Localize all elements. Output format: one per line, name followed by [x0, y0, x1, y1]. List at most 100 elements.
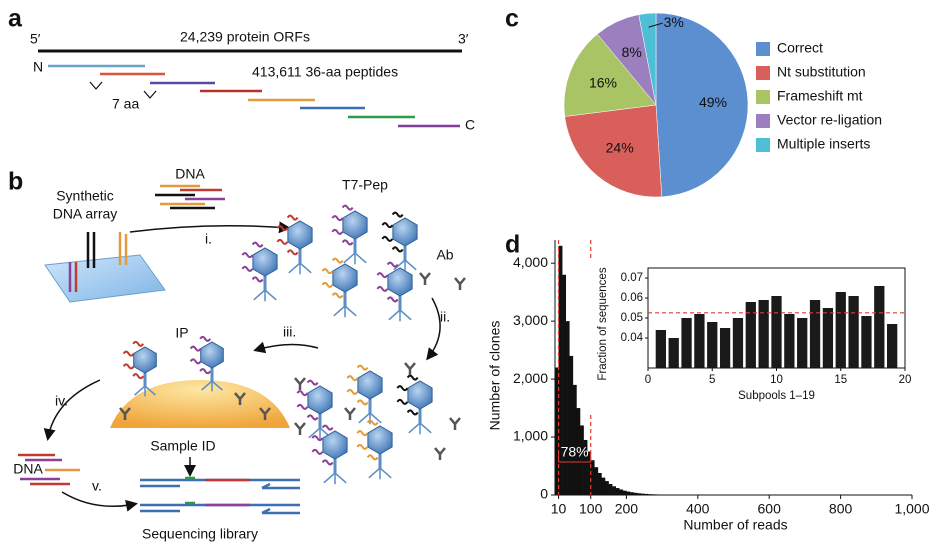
antibody: [119, 407, 131, 420]
phage: [276, 214, 313, 275]
peptide: [331, 215, 344, 222]
hist-bar: [597, 472, 602, 495]
peptide: [199, 335, 212, 342]
antibody: [449, 417, 461, 430]
peptide: [376, 272, 389, 279]
peptide: [189, 358, 202, 365]
hist-bar: [590, 460, 595, 495]
x-axis-title: Number of reads: [683, 517, 787, 533]
bar: [861, 316, 872, 368]
phage: [331, 204, 368, 265]
leader-line: [648, 22, 663, 28]
y-tick-label: 0.05: [621, 312, 643, 324]
label: i.: [205, 231, 212, 247]
legend-swatch: [756, 66, 770, 80]
peptide: [391, 211, 404, 218]
label: DNA: [13, 461, 43, 477]
hist-bar: [555, 367, 559, 495]
hist-bar: [565, 321, 570, 495]
peptide: [346, 375, 359, 382]
phage: [396, 374, 433, 435]
label: Synthetic: [56, 188, 114, 204]
peptide: [366, 419, 379, 426]
peptide: [356, 443, 369, 450]
y-tick-label: 0.06: [621, 292, 643, 304]
label: iv.: [55, 393, 68, 409]
label: 3′: [458, 31, 469, 47]
x-tick-label: 200: [615, 501, 639, 517]
peptide: [241, 265, 254, 272]
phage-legs: [333, 305, 357, 318]
peptide: [286, 249, 299, 256]
label: IP: [175, 325, 188, 341]
hist-bar: [637, 493, 641, 495]
peptide: [132, 340, 145, 347]
arrow: [129, 221, 291, 234]
phage-legs: [343, 252, 367, 265]
phage-legs: [358, 412, 382, 425]
peptide: [396, 385, 409, 392]
phage-legs: [393, 259, 417, 272]
hist-bar: [640, 493, 645, 495]
phage-legs: [288, 262, 312, 275]
peptide: [199, 368, 212, 375]
bar: [848, 296, 859, 368]
antibody: [434, 447, 446, 460]
phage-capsid: [322, 430, 348, 460]
antibody: [234, 392, 246, 405]
x-tick-label: 800: [829, 501, 853, 517]
peptide: [406, 374, 419, 381]
peptide: [386, 296, 399, 303]
annotation: 78%: [561, 444, 589, 460]
hist-bar: [558, 245, 563, 495]
peptide: [366, 454, 379, 461]
peptide: [251, 241, 264, 248]
hist-bar: [612, 486, 616, 495]
hist-bar: [601, 477, 606, 495]
pie-slice: [563, 33, 657, 117]
peptide: [306, 379, 319, 386]
peptide: [321, 459, 334, 466]
hist-bar: [604, 481, 609, 495]
legend-swatch: [756, 42, 770, 56]
label: Sample ID: [150, 438, 215, 454]
hist-bar: [622, 490, 627, 495]
x-tick-label: 20: [899, 374, 912, 386]
y-axis-title: Number of clones: [487, 321, 503, 431]
phage-legs: [368, 467, 392, 480]
bar: [822, 308, 834, 368]
x-tick-label: 1,000: [894, 501, 929, 517]
peptide: [381, 222, 394, 229]
panel-a: 5′ 3′ 24,239 protein ORFs N 413,611 36-a…: [30, 29, 475, 133]
library: [140, 476, 300, 515]
x-tick-label: 400: [686, 501, 710, 517]
legend-label: Vector re-ligation: [777, 112, 882, 128]
pie-slice: [564, 104, 663, 198]
phage-legs: [408, 422, 432, 435]
label: Sequencing library: [142, 526, 258, 542]
hist-bar: [619, 489, 624, 495]
antibody: [294, 377, 306, 390]
y-tick-label: 2,000: [513, 370, 548, 386]
phage: [311, 424, 348, 485]
bar: [732, 318, 744, 368]
bar: [874, 286, 885, 368]
annotation-bg: [562, 445, 587, 461]
peptide: [346, 388, 359, 395]
bar: [835, 292, 846, 368]
arrow: [253, 341, 319, 354]
phage-capsid: [307, 385, 333, 415]
phage: [189, 335, 224, 392]
hist-bar: [587, 451, 591, 495]
peptide: [122, 350, 135, 357]
label: DNA: [175, 166, 205, 182]
x-axis-title: Subpools 1–19: [738, 390, 815, 402]
arrow: [426, 297, 441, 361]
label: Ab: [436, 247, 453, 263]
data-label: 16%: [589, 75, 617, 91]
phage-legs: [253, 289, 277, 302]
bar: [655, 330, 666, 368]
chevron: [89, 81, 157, 99]
peptide: [356, 399, 369, 406]
